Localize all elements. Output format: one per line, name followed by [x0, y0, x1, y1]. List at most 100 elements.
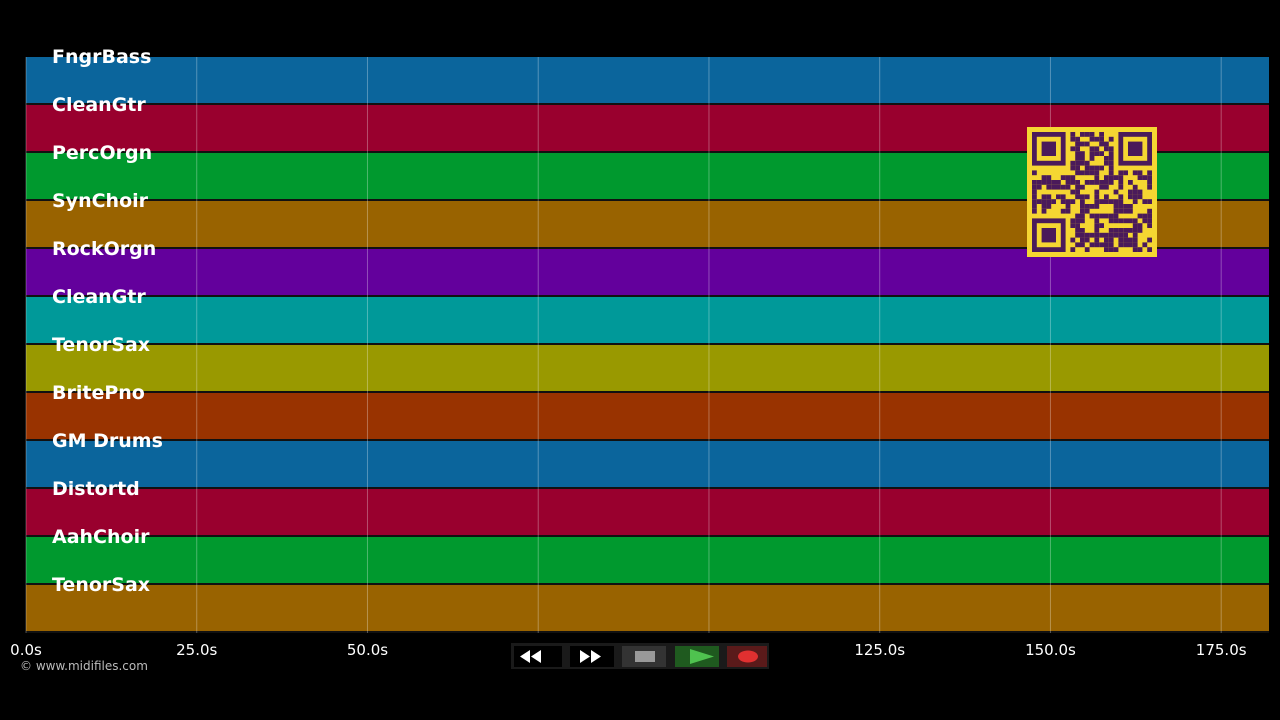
time-tick-label: 25.0s — [176, 641, 217, 659]
rewind-icon — [520, 650, 541, 663]
qr-module — [1036, 184, 1042, 190]
qr-module — [1075, 170, 1080, 176]
qr-module — [1132, 199, 1138, 204]
qr-module — [1147, 247, 1152, 252]
qr-module — [1060, 194, 1066, 200]
qr-module — [1118, 218, 1124, 224]
qr-module — [1137, 170, 1143, 176]
qr-module — [1060, 199, 1066, 204]
qr-module — [1137, 223, 1143, 228]
time-tick-label: 125.0s — [854, 641, 905, 659]
qr-module — [1108, 156, 1114, 161]
qr-module — [1108, 165, 1114, 171]
qr-module — [1041, 204, 1047, 209]
qr-module — [1089, 170, 1095, 176]
stop-button[interactable] — [622, 646, 666, 667]
forward-button[interactable] — [570, 646, 614, 667]
track-name: FngrBass — [52, 46, 151, 68]
qr-module — [1104, 232, 1109, 238]
qr-module — [1094, 213, 1100, 219]
qr-module — [1089, 232, 1095, 238]
qr-module — [1089, 242, 1095, 248]
qr-module — [1137, 247, 1143, 252]
qr-module — [1094, 165, 1100, 171]
qr-module — [1070, 180, 1076, 185]
qr-module — [1084, 160, 1090, 166]
track-name: RockOrgn — [52, 238, 156, 260]
qr-module — [1032, 170, 1037, 176]
qr-module — [1032, 208, 1037, 214]
qr-module — [1060, 208, 1066, 214]
qr-module — [1084, 180, 1090, 185]
qr-module — [1075, 141, 1080, 147]
qr-module — [1137, 213, 1143, 219]
qr-module — [1132, 189, 1138, 195]
qr-module — [1065, 204, 1071, 209]
qr-module — [1041, 175, 1047, 180]
qr-module — [1118, 232, 1124, 238]
qr-module — [1118, 228, 1124, 233]
qr-module — [1099, 199, 1104, 204]
track-lane — [26, 537, 1269, 583]
record-button[interactable] — [727, 646, 767, 667]
qr-module — [1099, 232, 1104, 238]
qr-module — [1094, 146, 1100, 152]
qr-module — [1137, 189, 1143, 195]
qr-module — [1113, 218, 1119, 224]
qr-module — [1094, 189, 1100, 195]
qr-module — [1075, 189, 1080, 195]
qr-module — [1108, 247, 1114, 252]
qr-module — [1132, 218, 1138, 224]
play-button[interactable] — [675, 646, 719, 667]
qr-module — [1075, 223, 1080, 228]
qr-module — [1123, 170, 1128, 176]
qr-module — [1070, 199, 1076, 204]
qr-module — [1128, 180, 1133, 185]
qr-module — [1099, 213, 1104, 219]
qr-module — [1123, 228, 1128, 233]
qr-module — [1118, 242, 1124, 248]
qr-module — [1084, 141, 1090, 147]
qr-module — [1132, 242, 1138, 248]
qr-module — [1084, 170, 1090, 176]
qr-module — [1099, 132, 1104, 137]
qr-module — [1080, 213, 1085, 219]
qr-module — [1046, 175, 1052, 180]
qr-module — [1080, 151, 1085, 156]
qr-module — [1080, 132, 1085, 137]
qr-module — [1147, 218, 1152, 224]
qr-module — [1080, 160, 1085, 166]
track-labels: FngrBass CleanGtr PercOrgn SynChoir RockOrgn… — [52, 46, 163, 596]
qr-module — [1032, 194, 1037, 200]
qr-module — [1065, 184, 1071, 190]
qr-module — [1108, 151, 1114, 156]
rewind-button[interactable] — [514, 646, 562, 667]
qr-module — [1080, 199, 1085, 204]
qr-module — [1089, 165, 1095, 171]
qr-module — [1113, 208, 1119, 214]
qr-module — [1118, 184, 1124, 190]
qr-module — [1084, 208, 1090, 214]
qr-module — [1147, 180, 1152, 185]
record-icon — [738, 650, 758, 663]
qr-module — [1094, 242, 1100, 248]
qr-module — [1108, 180, 1114, 185]
qr-module — [1104, 184, 1109, 190]
qr-module — [1075, 228, 1080, 233]
qr-module — [1065, 180, 1071, 185]
qr-module — [1094, 170, 1100, 176]
qr-module — [1080, 208, 1085, 214]
qr-module — [1075, 165, 1080, 171]
qr-module — [1108, 146, 1114, 152]
qr-module — [1108, 213, 1114, 219]
qr-module — [1075, 146, 1080, 152]
qr-module — [1041, 199, 1047, 204]
track-lane — [26, 297, 1269, 343]
qr-module — [1075, 218, 1080, 224]
qr-module — [1056, 184, 1061, 190]
qr-module — [1080, 170, 1085, 176]
qr-module — [1060, 184, 1066, 190]
qr-module — [1099, 242, 1104, 248]
qr-module — [1094, 151, 1100, 156]
